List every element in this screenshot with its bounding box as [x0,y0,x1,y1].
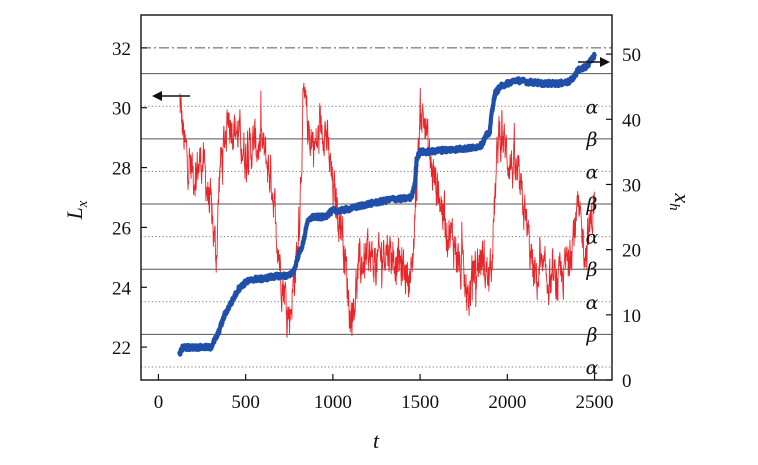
right-axis-arrow [578,57,610,67]
phase-label: α [586,292,599,314]
reference-lines [141,47,612,368]
xh-line [177,51,597,357]
lx-line [178,82,595,338]
y-right-axis-label: xh [666,192,695,210]
y-right-axis-label-subscript: h [666,203,682,211]
y-right-tick-label: 10 [622,306,641,327]
phase-label: β [586,259,598,281]
phase-label: β [586,324,598,346]
lx-series [178,82,595,338]
x-axis-ticks: 0 500 1000 1500 2000 2500 [154,374,614,413]
y-left-axis-label: Lx [62,200,91,220]
x-axis-label: t [373,428,380,453]
x-tick-label: 1500 [401,392,439,413]
phase-label: α [586,161,599,183]
y-right-tick-label: 0 [622,371,632,392]
left-axis-arrow [152,91,190,101]
y-right-tick-label: 30 [622,175,641,196]
y-left-tick-label: 32 [112,39,131,60]
y-right-axis-ticks: 0 10 20 30 40 50 [606,45,641,392]
phase-label: α [586,96,599,118]
phase-label: β [586,194,598,216]
y-left-tick-label: 30 [112,99,131,120]
phase-label: α [586,357,599,379]
y-left-tick-label: 26 [112,218,131,239]
y-left-tick-label: 22 [112,338,131,359]
phase-label: β [586,129,598,151]
y-left-tick-label: 24 [112,278,132,299]
x-tick-label: 500 [231,392,260,413]
y-right-tick-label: 40 [622,110,641,131]
arrows [152,57,610,101]
x-tick-label: 2000 [488,392,526,413]
y-right-tick-label: 50 [622,45,641,66]
y-right-tick-label: 20 [622,241,641,262]
x-tick-label: 0 [154,392,164,413]
phase-label: α [586,227,599,249]
y-left-tick-label: 28 [112,159,131,180]
y-left-axis-label-subscript: x [75,200,91,208]
x-tick-label: 1000 [314,392,352,413]
xh-series [177,51,597,357]
x-tick-label: 2500 [576,392,614,413]
plot-frame [140,14,613,381]
y-left-axis-ticks: 22 24 26 28 30 32 [112,39,147,359]
